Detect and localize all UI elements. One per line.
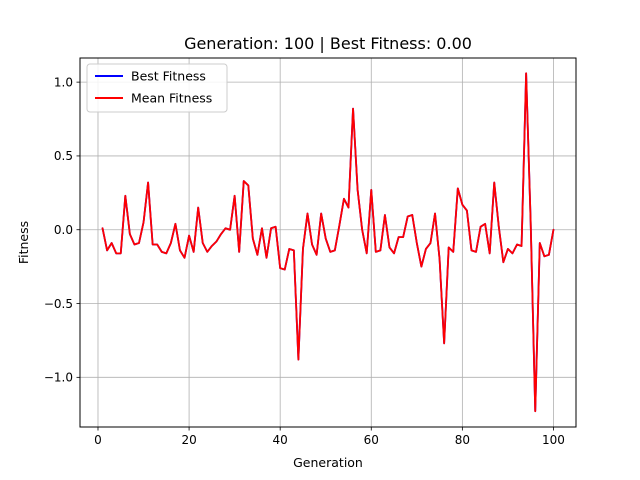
x-axis-ticks: 0 20 40 60 80 100: [94, 427, 565, 447]
y-tick-label: 1.0: [54, 75, 73, 89]
x-tick-label: 100: [542, 433, 565, 447]
x-tick-label: 80: [455, 433, 470, 447]
legend: Best Fitness Mean Fitness: [86, 63, 228, 113]
y-tick-label: 0.0: [54, 223, 73, 237]
x-tick-label: 60: [364, 433, 379, 447]
y-tick-label: −1.0: [44, 371, 73, 385]
series-line-mean-fitness: [101, 72, 555, 413]
y-axis-label: Fitness: [16, 221, 31, 264]
plot-frame: [79, 57, 577, 428]
grid: [80, 58, 576, 427]
x-axis-label: Generation: [293, 455, 363, 470]
x-tick-label: 40: [273, 433, 288, 447]
x-tick-label: 20: [181, 433, 196, 447]
legend-label-best-fitness: Best Fitness: [131, 69, 206, 84]
legend-label-mean-fitness: Mean Fitness: [131, 91, 212, 106]
y-tick-label: 0.5: [54, 149, 73, 163]
x-tick-label: 0: [94, 433, 102, 447]
chart-title: Generation: 100 | Best Fitness: 0.00: [184, 34, 472, 53]
y-tick-label: −0.5: [44, 297, 73, 311]
y-axis-ticks: −1.0 −0.5 0.0 0.5 1.0: [44, 75, 80, 385]
series-layer: [101, 72, 555, 413]
